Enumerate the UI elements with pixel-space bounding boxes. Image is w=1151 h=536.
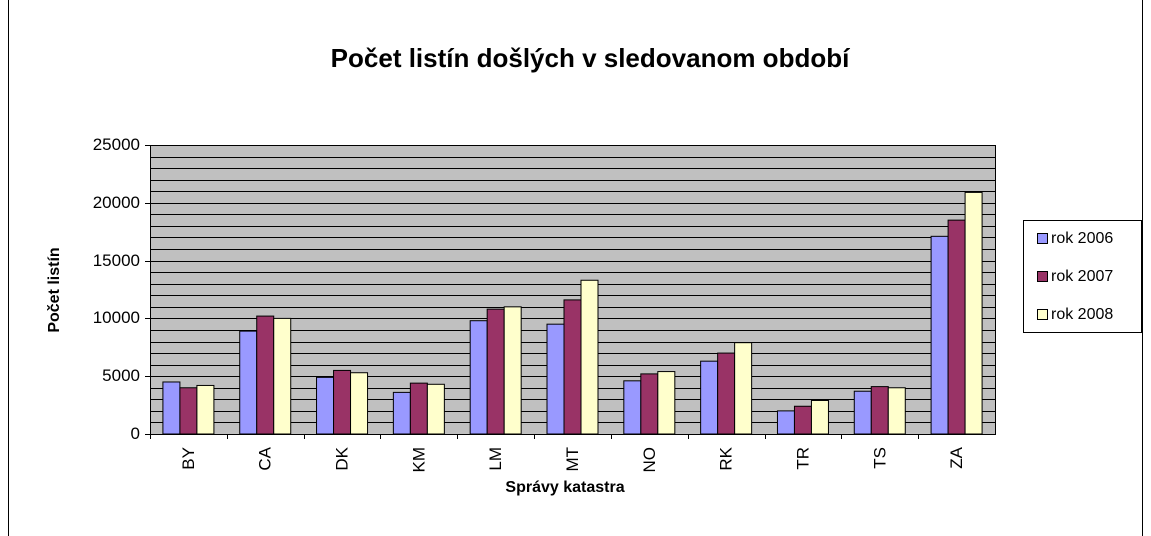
x-tick-label: BY: [179, 447, 198, 470]
bar: [964, 191, 983, 435]
x-tick-label: RK: [717, 446, 736, 470]
x-tick-label: MT: [563, 447, 582, 472]
bar: [162, 381, 181, 435]
bar: [810, 399, 829, 435]
bar: [870, 386, 889, 435]
legend-swatch: [1037, 271, 1048, 282]
bar: [930, 235, 949, 435]
bar: [853, 390, 872, 435]
bar: [409, 382, 428, 435]
bar: [700, 360, 719, 435]
bar: [316, 376, 335, 435]
bar: [273, 317, 292, 435]
bar: [426, 383, 445, 435]
chart-title: Počet listín došlých v sledovanom období: [331, 43, 850, 73]
legend-label: rok 2007: [1051, 268, 1113, 285]
plot-border: [150, 145, 996, 435]
bar: [717, 352, 736, 435]
y-tick-label: 20000: [93, 193, 140, 212]
legend-swatch: [1037, 309, 1048, 320]
legend-label: rok 2006: [1051, 230, 1113, 247]
bar: [256, 315, 275, 435]
bar: [793, 405, 812, 435]
y-tick-label: 5000: [102, 366, 140, 385]
bar: [179, 387, 198, 435]
bar: [580, 279, 599, 435]
x-tick-label: DK: [333, 446, 352, 470]
x-tick-label: ZA: [947, 446, 966, 468]
x-tick-label: LM: [486, 447, 505, 471]
bar: [469, 320, 488, 435]
bar: [563, 299, 582, 435]
bar: [623, 380, 642, 435]
bar: [350, 372, 369, 435]
y-tick-label: 0: [131, 424, 140, 443]
x-tick-label: CA: [256, 446, 275, 470]
x-tick-label: KM: [409, 447, 428, 473]
y-tick-label: 15000: [93, 251, 140, 270]
x-axis-title: Správy katastra: [505, 479, 624, 496]
bar: [546, 323, 565, 435]
bar: [486, 308, 505, 435]
bar: [776, 410, 795, 435]
y-tick-label: 10000: [93, 308, 140, 327]
bar: [657, 371, 676, 435]
x-tick-label: TR: [793, 447, 812, 470]
y-tick-label: 25000: [93, 135, 140, 154]
bar: [503, 306, 522, 435]
x-tick-label: TS: [870, 447, 889, 469]
x-tick-label: NO: [640, 447, 659, 473]
bar: [392, 391, 411, 435]
bar: [333, 369, 352, 435]
legend-swatch: [1037, 233, 1048, 244]
bar: [239, 330, 258, 435]
bar: [640, 373, 659, 435]
bar: [887, 387, 906, 435]
bar: [196, 384, 215, 435]
bar: [947, 219, 966, 435]
legend-label: rok 2008: [1051, 306, 1113, 323]
y-axis-title: Počet listín: [46, 247, 63, 332]
bar: [734, 342, 753, 435]
